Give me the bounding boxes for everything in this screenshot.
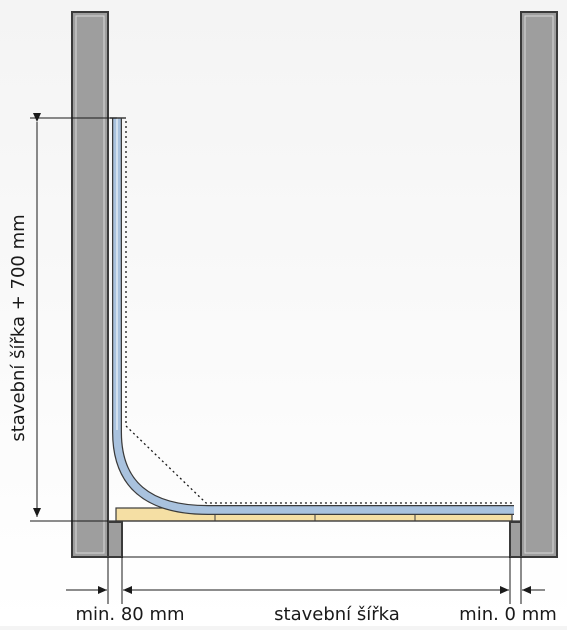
unfolded-outline [124,117,514,504]
left-clearance-label: min. 80 mm [75,604,184,625]
right-clearance-label: min. 0 mm [459,604,557,625]
bottom-dimensions [66,556,545,604]
width-label: stavební šířka [274,604,400,625]
bent-panel [110,117,514,515]
right-wall [509,11,558,558]
vertical-dimension [30,113,117,522]
left-wall [71,11,123,558]
vertical-dimension-label: stavební šířka + 700 mm [8,214,29,441]
